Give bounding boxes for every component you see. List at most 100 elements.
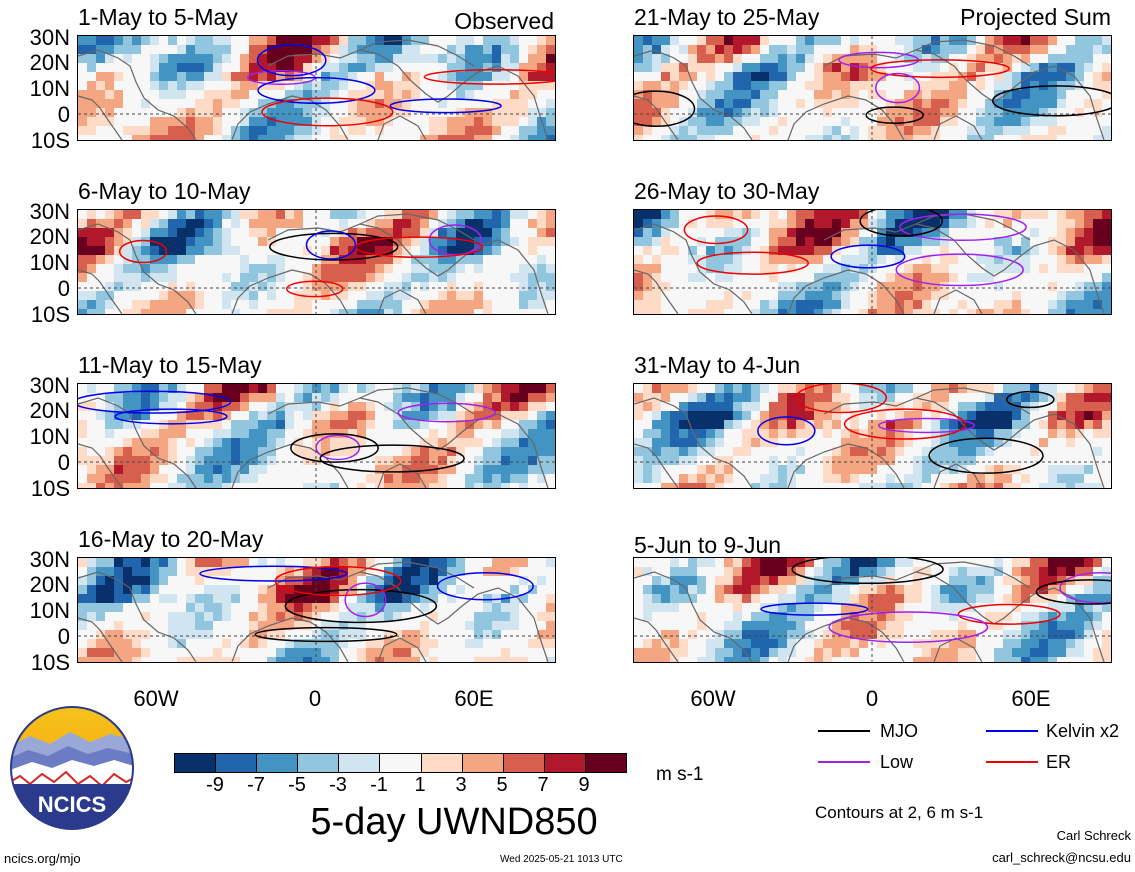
lon-label-0-right: 0 [865, 686, 879, 711]
panel-title-7: 31-May to 4-Jun [634, 352, 801, 378]
ncics-logo-graphic: NCICS [10, 706, 134, 830]
colorbar [174, 753, 627, 773]
colorbar-swatch [502, 754, 544, 772]
filter-contours [683, 210, 1027, 287]
map-panel-2 [77, 209, 556, 315]
lat-label-10n-r3: 10N [29, 598, 70, 623]
observed-label: Observed [454, 8, 554, 34]
legend-line-low [818, 761, 870, 763]
map-panel-1 [77, 35, 556, 141]
coastlines [634, 387, 1105, 488]
lon-label-60e-right: 60E [1011, 686, 1051, 711]
lat-label-10s-r3: 10S [30, 650, 70, 675]
filter-contours [634, 51, 1111, 128]
anomaly-field [78, 558, 555, 662]
lat-label-10s-r2: 10S [30, 476, 70, 501]
lat-label-0-r3: 0 [57, 624, 70, 649]
lat-label-30n-r0: 30N [29, 25, 70, 50]
colorbar-tick-label: 3 [455, 774, 467, 796]
footer-url[interactable]: ncics.org/mjo [4, 851, 81, 866]
colorbar-tick-label: 5 [496, 774, 508, 796]
colorbar-units: m s-1 [656, 764, 704, 785]
colorbar-tick-label: -9 [206, 774, 224, 796]
colorbar-swatch [543, 754, 585, 772]
filter-contours [78, 390, 496, 473]
lat-label-10s-r0: 10S [30, 128, 70, 153]
filter-contours [757, 384, 1055, 474]
lat-label-30n-r2: 30N [29, 373, 70, 398]
colorbar-tick-label: -5 [288, 774, 306, 796]
map-panel-5 [633, 35, 1112, 141]
anomaly-field [634, 384, 1111, 488]
panel-title-1: 1-May to 5-May [78, 4, 238, 30]
lon-label-0-left: 0 [308, 686, 322, 711]
legend-label-low: Low [880, 752, 914, 772]
colorbar-tick-label: 9 [578, 774, 590, 796]
lon-label-60w-right: 60W [690, 686, 736, 711]
map-panel-4 [77, 557, 556, 663]
footer-author: Carl Schreck [1056, 828, 1131, 843]
colorbar-tick-label: -7 [247, 774, 265, 796]
colorbar-swatch [379, 754, 421, 772]
coastlines [634, 561, 1105, 662]
filter-contours [247, 44, 555, 127]
map-panel-8 [633, 557, 1112, 663]
lon-label-60e-left: 60E [454, 686, 494, 711]
legend-line-kelvin [986, 730, 1038, 732]
legend-line-mjo [818, 730, 870, 732]
map-panel-7 [633, 383, 1112, 489]
coastlines [78, 39, 549, 140]
colorbar-swatch [461, 754, 503, 772]
colorbar-swatch [175, 754, 216, 772]
colorbar-swatch [584, 754, 627, 772]
map-panel-3 [77, 383, 556, 489]
colorbar-tick-label: 7 [537, 774, 549, 796]
figure-title: 5-day UWND850 [310, 801, 598, 843]
colorbar-swatch [215, 754, 257, 772]
anomaly-field [634, 558, 1111, 662]
lat-label-20n-r0: 20N [29, 50, 70, 75]
legend-label-er: ER [1046, 752, 1072, 772]
lat-label-10n-r0: 10N [29, 76, 70, 101]
filter-contours [199, 565, 534, 643]
lat-label-10n-r1: 10N [29, 250, 70, 275]
lat-label-30n-r1: 30N [29, 199, 70, 224]
lat-label-10s-r1: 10S [30, 302, 70, 327]
panel-title-8: 5-Jun to 9-Jun [634, 532, 782, 558]
colorbar-tick-label: 1 [414, 774, 426, 796]
map-panel-6 [633, 209, 1112, 315]
filter-contours [760, 558, 1111, 643]
lon-label-60w-left: 60W [133, 686, 179, 711]
lat-label-20n-r3: 20N [29, 572, 70, 597]
legend-label-kelvin: Kelvin x2 [1046, 721, 1120, 741]
panel-title-3: 11-May to 15-May [78, 352, 262, 378]
panel-title-5: 21-May to 25-May [634, 4, 820, 30]
anomaly-field [634, 36, 1111, 140]
lat-label-0-r2: 0 [57, 450, 70, 475]
panel-title-2: 6-May to 10-May [78, 178, 251, 204]
colorbar-swatch [338, 754, 380, 772]
panel-title-4: 16-May to 20-May [78, 526, 264, 552]
coastlines [78, 387, 549, 488]
anomaly-field [634, 210, 1111, 314]
footer-timestamp: Wed 2025-05-21 1013 UTC [500, 854, 623, 865]
logo-text: NCICS [38, 792, 106, 817]
filter-contours [118, 224, 484, 298]
coastlines [634, 39, 1105, 140]
footer-email[interactable]: carl_schreck@ncsu.edu [992, 850, 1131, 865]
colorbar-tick-label: -1 [370, 774, 388, 796]
anomaly-field [78, 384, 555, 488]
lat-label-20n-r2: 20N [29, 398, 70, 423]
lat-label-0-r0: 0 [57, 102, 70, 127]
colorbar-tick-label: -3 [329, 774, 347, 796]
colorbar-swatch [420, 754, 462, 772]
lat-label-30n-r3: 30N [29, 547, 70, 572]
coastlines [634, 213, 1105, 314]
panel-title-6: 26-May to 30-May [634, 178, 820, 204]
contour-note: Contours at 2, 6 m s-1 [815, 803, 984, 822]
lat-label-0-r1: 0 [57, 276, 70, 301]
lat-label-10n-r2: 10N [29, 424, 70, 449]
ncics-logo: NCICS [10, 706, 134, 830]
colorbar-swatch [256, 754, 298, 772]
colorbar-swatch [297, 754, 339, 772]
